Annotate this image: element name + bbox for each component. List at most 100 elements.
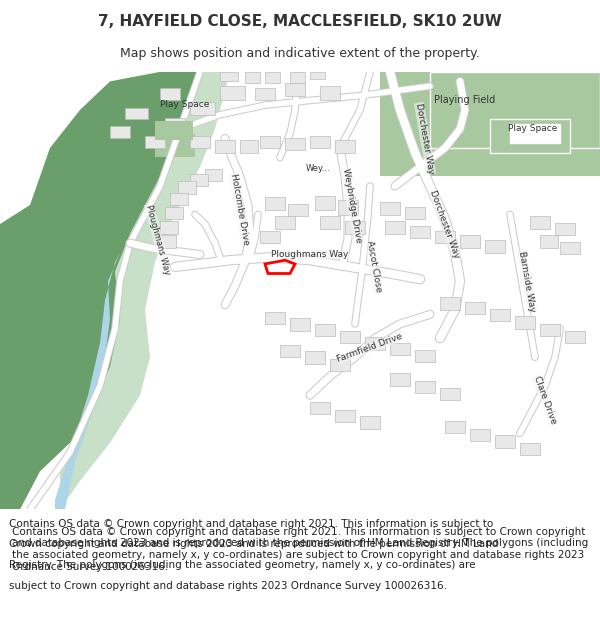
Polygon shape bbox=[490, 119, 570, 152]
Polygon shape bbox=[240, 141, 258, 152]
Polygon shape bbox=[540, 324, 560, 336]
Polygon shape bbox=[158, 236, 176, 248]
Polygon shape bbox=[345, 221, 365, 234]
Text: Clare Drive: Clare Drive bbox=[532, 374, 558, 426]
Polygon shape bbox=[415, 381, 435, 393]
Polygon shape bbox=[520, 442, 540, 455]
Polygon shape bbox=[530, 216, 550, 229]
Polygon shape bbox=[515, 316, 535, 329]
Polygon shape bbox=[110, 126, 130, 139]
Polygon shape bbox=[440, 388, 460, 400]
Text: Play Space: Play Space bbox=[160, 100, 209, 109]
Polygon shape bbox=[405, 207, 425, 219]
Polygon shape bbox=[485, 240, 505, 252]
Text: 7, HAYFIELD CLOSE, MACCLESFIELD, SK10 2UW: 7, HAYFIELD CLOSE, MACCLESFIELD, SK10 2U… bbox=[98, 14, 502, 29]
Polygon shape bbox=[560, 242, 580, 254]
Polygon shape bbox=[220, 86, 245, 101]
Polygon shape bbox=[310, 402, 330, 414]
Polygon shape bbox=[60, 72, 230, 509]
Text: Holcombe Drive: Holcombe Drive bbox=[229, 173, 251, 246]
Polygon shape bbox=[315, 324, 335, 336]
Text: Contains OS data © Crown copyright and database right 2021. This information is : Contains OS data © Crown copyright and d… bbox=[12, 527, 588, 571]
Polygon shape bbox=[285, 138, 305, 150]
Polygon shape bbox=[490, 309, 510, 321]
Polygon shape bbox=[390, 373, 410, 386]
Polygon shape bbox=[320, 216, 340, 229]
Text: Dorchester Way: Dorchester Way bbox=[415, 102, 436, 174]
Polygon shape bbox=[340, 331, 360, 343]
Polygon shape bbox=[55, 253, 120, 509]
Polygon shape bbox=[165, 207, 183, 219]
Polygon shape bbox=[338, 200, 358, 214]
Polygon shape bbox=[440, 298, 460, 309]
Text: Playing Field: Playing Field bbox=[434, 96, 496, 106]
Polygon shape bbox=[288, 204, 308, 216]
Polygon shape bbox=[445, 421, 465, 433]
Polygon shape bbox=[205, 169, 222, 181]
Polygon shape bbox=[255, 88, 275, 101]
Polygon shape bbox=[215, 141, 235, 152]
Text: Ploughmans Way: Ploughmans Way bbox=[271, 250, 349, 259]
Text: Registry. The polygons (including the associated geometry, namely x, y co-ordina: Registry. The polygons (including the as… bbox=[9, 560, 476, 570]
Text: Ascot Close: Ascot Close bbox=[365, 240, 383, 293]
Polygon shape bbox=[190, 102, 215, 114]
Polygon shape bbox=[430, 72, 600, 148]
Polygon shape bbox=[410, 226, 430, 238]
Text: Wey...: Wey... bbox=[305, 164, 331, 173]
Polygon shape bbox=[165, 118, 185, 129]
Polygon shape bbox=[330, 359, 350, 371]
Polygon shape bbox=[260, 136, 280, 148]
Polygon shape bbox=[265, 72, 280, 83]
Polygon shape bbox=[178, 181, 196, 194]
Polygon shape bbox=[265, 311, 285, 324]
Text: Crown copyright and database rights 2023 and is reproduced with the permission o: Crown copyright and database rights 2023… bbox=[9, 539, 499, 549]
Polygon shape bbox=[390, 343, 410, 355]
Polygon shape bbox=[335, 141, 355, 152]
Text: Play Space: Play Space bbox=[508, 124, 557, 134]
Polygon shape bbox=[435, 231, 455, 243]
Polygon shape bbox=[220, 72, 238, 81]
Polygon shape bbox=[540, 236, 558, 248]
Polygon shape bbox=[380, 202, 400, 214]
Polygon shape bbox=[495, 435, 515, 447]
Polygon shape bbox=[170, 192, 188, 205]
Polygon shape bbox=[365, 338, 385, 349]
Polygon shape bbox=[305, 351, 325, 364]
Polygon shape bbox=[190, 136, 210, 148]
Polygon shape bbox=[125, 108, 148, 119]
Polygon shape bbox=[310, 72, 325, 79]
Text: Map shows position and indicative extent of the property.: Map shows position and indicative extent… bbox=[120, 48, 480, 61]
Text: Contains OS data © Crown copyright and database right 2021. This information is : Contains OS data © Crown copyright and d… bbox=[9, 519, 493, 529]
Polygon shape bbox=[290, 72, 305, 83]
Polygon shape bbox=[280, 345, 300, 358]
Text: Weybridge Drive: Weybridge Drive bbox=[341, 167, 363, 243]
Polygon shape bbox=[155, 134, 195, 158]
Polygon shape bbox=[155, 121, 193, 141]
Polygon shape bbox=[190, 174, 208, 186]
Polygon shape bbox=[320, 86, 340, 101]
Polygon shape bbox=[565, 331, 585, 343]
Polygon shape bbox=[145, 136, 165, 148]
Polygon shape bbox=[245, 72, 260, 83]
Polygon shape bbox=[360, 416, 380, 429]
Polygon shape bbox=[290, 318, 310, 331]
Polygon shape bbox=[285, 83, 305, 96]
Polygon shape bbox=[385, 221, 405, 234]
Polygon shape bbox=[0, 72, 210, 509]
Text: Dorchester Way: Dorchester Way bbox=[428, 189, 461, 259]
Polygon shape bbox=[275, 216, 295, 229]
Text: Farmfield Drive: Farmfield Drive bbox=[336, 332, 404, 364]
Polygon shape bbox=[310, 136, 330, 148]
Polygon shape bbox=[335, 409, 355, 422]
Text: subject to Crown copyright and database rights 2023 Ordnance Survey 100026316.: subject to Crown copyright and database … bbox=[9, 581, 447, 591]
Polygon shape bbox=[470, 429, 490, 441]
Polygon shape bbox=[160, 221, 178, 234]
Text: Ploughmans Way: Ploughmans Way bbox=[145, 203, 172, 276]
Polygon shape bbox=[510, 124, 560, 143]
Polygon shape bbox=[160, 88, 180, 101]
Polygon shape bbox=[380, 72, 600, 176]
Polygon shape bbox=[265, 198, 285, 210]
Polygon shape bbox=[260, 231, 280, 243]
Polygon shape bbox=[460, 236, 480, 248]
Polygon shape bbox=[465, 302, 485, 314]
